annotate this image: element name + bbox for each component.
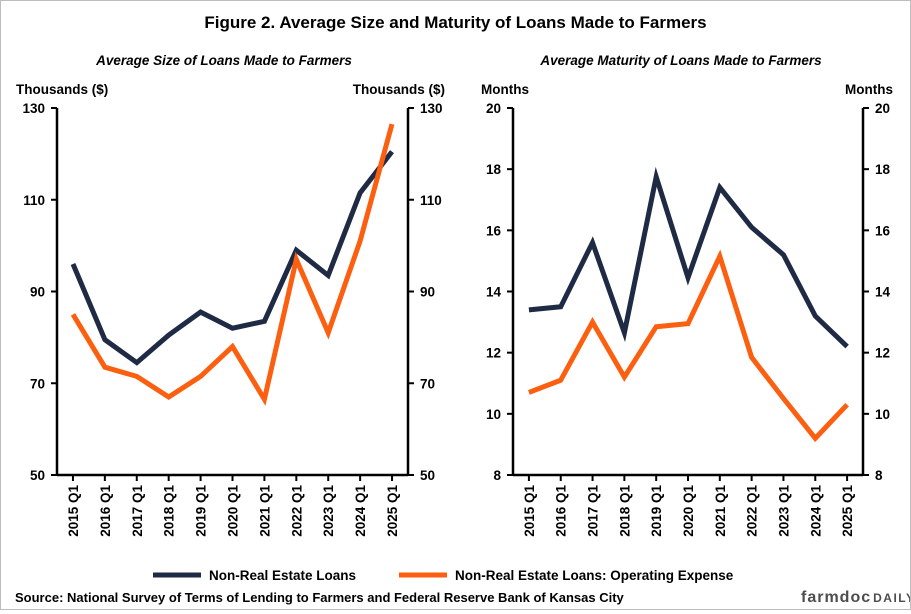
right-chart: 8 8 10 10 12 12 14 14 16 16 18 18 20 20 2015 Q1 2016 Q1… bbox=[486, 101, 891, 537]
brand-logo-text: farmdocDAILY bbox=[801, 589, 910, 606]
right-chart-right-tick-label: 20 bbox=[875, 101, 890, 116]
left-chart-left-tick-label: 50 bbox=[30, 468, 45, 483]
left-chart-x-tick-label: 2016 Q1 bbox=[98, 485, 113, 537]
left-chart-x-tick-label: 2021 Q1 bbox=[257, 485, 272, 537]
right-chart-right-tick-label: 16 bbox=[875, 223, 891, 238]
right-chart-left-tick-label: 10 bbox=[486, 407, 501, 422]
right-chart-x-tick-label: 2015 Q1 bbox=[522, 485, 537, 537]
left-chart-x-tick-label: 2017 Q1 bbox=[130, 485, 145, 537]
left-chart-right-tick-label: 90 bbox=[420, 285, 435, 300]
left-chart-right-tick-label: 110 bbox=[420, 193, 442, 208]
right-chart-left-tick-label: 12 bbox=[486, 346, 501, 361]
right-chart-x-tick-label: 2017 Q1 bbox=[586, 485, 601, 537]
left-chart-left-tick-label: 70 bbox=[30, 376, 45, 391]
left-chart-right-axis-unit: Thousands ($) bbox=[353, 82, 445, 97]
right-chart-x-tick-label: 2024 Q1 bbox=[808, 485, 823, 537]
right-chart-left-tick-label: 8 bbox=[493, 468, 501, 483]
left-chart-right-tick-label: 70 bbox=[420, 376, 435, 391]
left-chart-x-tick-label: 2020 Q1 bbox=[226, 485, 241, 537]
right-chart-right-tick-label: 14 bbox=[875, 285, 891, 300]
right-chart-x-tick-label: 2025 Q1 bbox=[840, 485, 855, 537]
left-chart-x-tick-label: 2018 Q1 bbox=[162, 485, 177, 537]
left-chart: 50 50 70 70 90 90 110 110 130 130 2015 Q1 2016 Q1 20… bbox=[22, 101, 442, 537]
figure-title: Figure 2. Average Size and Maturity of L… bbox=[204, 13, 706, 32]
right-chart-series-orange-line bbox=[528, 249, 849, 443]
right-chart-title: Average Maturity of Loans Made to Farmer… bbox=[539, 53, 822, 68]
right-chart-x-tick-label: 2022 Q1 bbox=[745, 485, 760, 537]
right-chart-left-tick-label: 16 bbox=[486, 223, 502, 238]
right-chart-right-tick-label: 18 bbox=[875, 162, 891, 177]
right-chart-right-tick-label: 12 bbox=[875, 346, 890, 361]
right-chart-left-tick-label: 18 bbox=[486, 162, 502, 177]
left-chart-title: Average Size of Loans Made to Farmers bbox=[95, 53, 352, 68]
left-chart-left-tick-label: 90 bbox=[30, 285, 45, 300]
left-chart-x-tick-label: 2025 Q1 bbox=[385, 485, 400, 537]
right-chart-series-navy-line bbox=[528, 166, 849, 349]
left-chart-right-tick-label: 50 bbox=[420, 468, 435, 483]
left-chart-left-axis-unit: Thousands ($) bbox=[16, 82, 108, 97]
left-chart-series-navy-line bbox=[70, 150, 394, 366]
right-chart-right-tick-label: 8 bbox=[875, 468, 883, 483]
legend: Non-Real Estate Loans Non-Real Estate Lo… bbox=[153, 568, 734, 583]
legend-label-orange: Non-Real Estate Loans: Operating Expense bbox=[455, 568, 734, 583]
left-chart-series-orange-line bbox=[70, 123, 395, 406]
right-chart-left-axis-unit: Months bbox=[481, 82, 529, 97]
right-chart-x-tick-label: 2018 Q1 bbox=[617, 485, 632, 537]
brand-logo: farmdocDAILY bbox=[801, 589, 911, 606]
left-chart-x-tick-label: 2022 Q1 bbox=[289, 485, 304, 537]
left-chart-left-tick-label: 130 bbox=[22, 101, 45, 116]
right-chart-left-tick-label: 14 bbox=[486, 285, 502, 300]
right-chart-right-tick-label: 10 bbox=[875, 407, 890, 422]
left-chart-x-tick-label: 2019 Q1 bbox=[194, 485, 209, 537]
legend-label-navy: Non-Real Estate Loans bbox=[209, 568, 356, 583]
left-chart-x-tick-label: 2024 Q1 bbox=[353, 485, 368, 537]
source-note: Source: National Survey of Terms of Lend… bbox=[15, 590, 625, 605]
left-chart-x-tick-label: 2015 Q1 bbox=[66, 485, 81, 537]
right-chart-x-tick-label: 2019 Q1 bbox=[649, 485, 664, 537]
right-chart-right-axis-unit: Months bbox=[845, 82, 893, 97]
left-chart-left-tick-label: 110 bbox=[23, 193, 45, 208]
right-chart-left-tick-label: 20 bbox=[486, 101, 501, 116]
right-chart-x-tick-label: 2023 Q1 bbox=[776, 485, 791, 537]
left-chart-right-tick-label: 130 bbox=[420, 101, 443, 116]
right-chart-x-tick-label: 2020 Q1 bbox=[681, 485, 696, 537]
right-chart-x-tick-label: 2021 Q1 bbox=[713, 485, 728, 537]
right-chart-x-tick-label: 2016 Q1 bbox=[554, 485, 569, 537]
left-chart-x-tick-label: 2023 Q1 bbox=[321, 485, 336, 537]
